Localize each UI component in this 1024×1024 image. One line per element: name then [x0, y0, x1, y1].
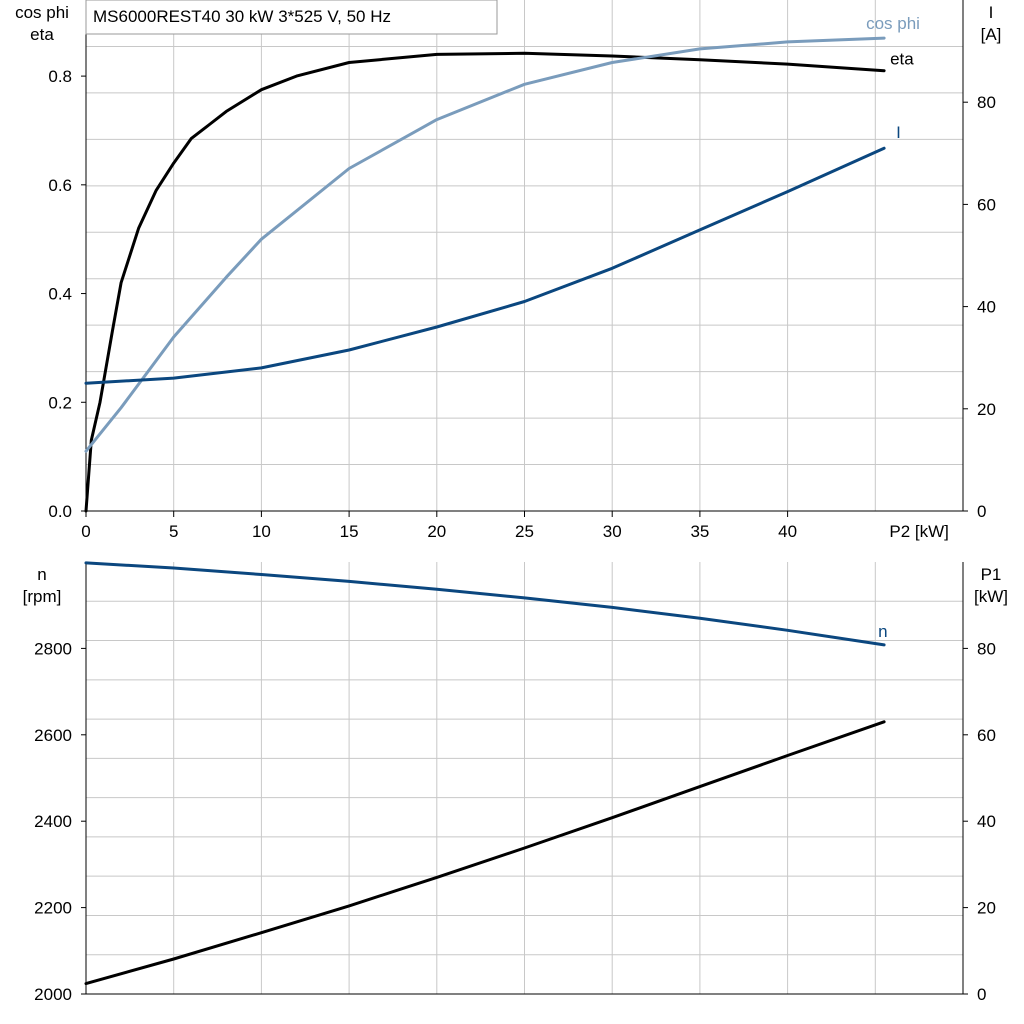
top-x-tick-label: 30 — [603, 522, 622, 541]
top-x-tick-label: 5 — [169, 522, 178, 541]
bottom-left-tick-label: 2600 — [34, 726, 72, 745]
bottom-series-label-n: n — [878, 622, 887, 641]
bottom-left-tick-label: 2200 — [34, 899, 72, 918]
top-right-tick-label: 40 — [977, 298, 996, 317]
text-layer: 0.0 0.2 0.4 0.6 0.8 0 20 40 60 80 0 5 10 15 20 25 30 35 40… — [15, 3, 1008, 1004]
top-x-axis-title: P2 [kW] — [889, 522, 949, 541]
top-right-axis-title-line: I — [989, 3, 994, 22]
grid-layer — [86, 0, 963, 994]
top-left-tick-label: 0.6 — [48, 176, 72, 195]
bottom-right-tick-label: 0 — [977, 985, 986, 1004]
chart-header: MS6000REST40 30 kW 3*525 V, 50 Hz — [85, 0, 498, 35]
top-left-tick-label: 0.4 — [48, 285, 72, 304]
bottom-right-axis-title-line: [kW] — [974, 587, 1008, 606]
bottom-right-axis-title-line: P1 — [981, 565, 1002, 584]
top-series-label-eta: eta — [890, 50, 914, 69]
top-x-tick-label: 0 — [81, 522, 90, 541]
bottom-left-tick-label: 2800 — [34, 639, 72, 658]
bottom-left-axis-title-line: [rpm] — [23, 587, 62, 606]
top-right-tick-label: 60 — [977, 195, 996, 214]
bottom-left-tick-label: 2000 — [34, 985, 72, 1004]
bottom-right-tick-label: 40 — [977, 812, 996, 831]
top-series-label-i: I — [896, 123, 901, 142]
top-right-axis-title-line: [A] — [981, 25, 1002, 44]
frame-layer — [81, 0, 968, 995]
top-right-tick-label: 0 — [977, 502, 986, 521]
top-left-tick-label: 0.2 — [48, 393, 72, 412]
top-left-tick-label: 0.0 — [48, 502, 72, 521]
bottom-series-n-line — [84, 561, 886, 647]
top-right-tick-label: 20 — [977, 400, 996, 419]
top-left-axis-title-line: eta — [30, 25, 54, 44]
series-layer — [84, 36, 886, 986]
chart-header-title: MS6000REST40 30 kW 3*525 V, 50 Hz — [93, 7, 391, 26]
bottom-right-tick-label: 20 — [977, 899, 996, 918]
top-x-tick-label: 20 — [427, 522, 446, 541]
bottom-left-axis-title-line: n — [37, 565, 46, 584]
top-series-label-cos-phi: cos phi — [866, 14, 920, 33]
top-right-tick-label: 80 — [977, 93, 996, 112]
top-series-i-line — [84, 146, 886, 385]
top-x-tick-label: 10 — [252, 522, 271, 541]
top-left-axis-title-line: cos phi — [15, 3, 69, 22]
bottom-right-tick-label: 60 — [977, 726, 996, 745]
bottom-right-tick-label: 80 — [977, 639, 996, 658]
top-x-tick-label: 35 — [690, 522, 709, 541]
top-series-cos-phi-line — [84, 36, 886, 453]
bottom-left-tick-label: 2400 — [34, 812, 72, 831]
top-series-eta-line — [84, 51, 886, 513]
bottom-series-p1-line — [84, 720, 886, 986]
top-left-tick-label: 0.8 — [48, 67, 72, 86]
top-x-tick-label: 15 — [340, 522, 359, 541]
top-x-tick-label: 40 — [778, 522, 797, 541]
top-x-tick-label: 25 — [515, 522, 534, 541]
chart-header-box — [85, 0, 498, 35]
